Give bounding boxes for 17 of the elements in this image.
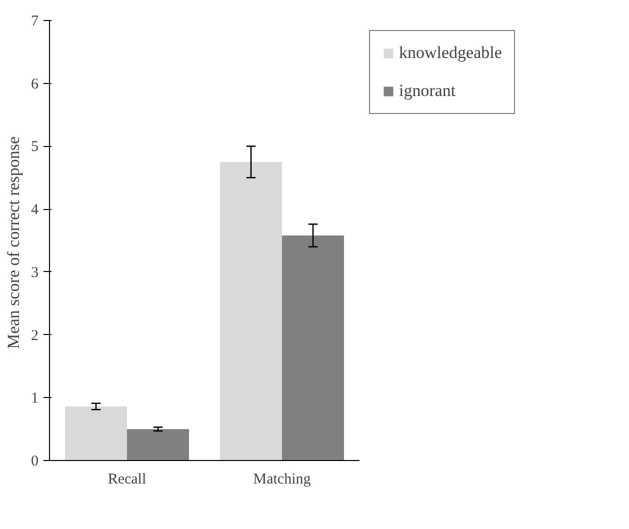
- bar: [65, 406, 127, 460]
- y-tick-label: 6: [31, 76, 39, 92]
- bar: [220, 162, 282, 460]
- y-tick-label: 5: [31, 139, 38, 156]
- y-tick-label: 4: [31, 202, 39, 218]
- y-tick-label: 7: [31, 14, 39, 30]
- bar: [282, 235, 344, 460]
- legend-label: knowledgeable: [399, 43, 502, 63]
- y-tick-label: 3: [31, 264, 38, 281]
- y-tick-label: 0: [31, 454, 38, 470]
- y-axis-title: Mean score of correct response: [4, 136, 23, 349]
- y-tick-label: 2: [31, 328, 38, 344]
- y-tick-label: 1: [31, 390, 38, 407]
- legend-label: ignorant: [399, 81, 456, 101]
- x-tick-label: Recall: [108, 472, 146, 488]
- bar: [127, 429, 189, 460]
- x-tick-label: Matching: [253, 472, 312, 488]
